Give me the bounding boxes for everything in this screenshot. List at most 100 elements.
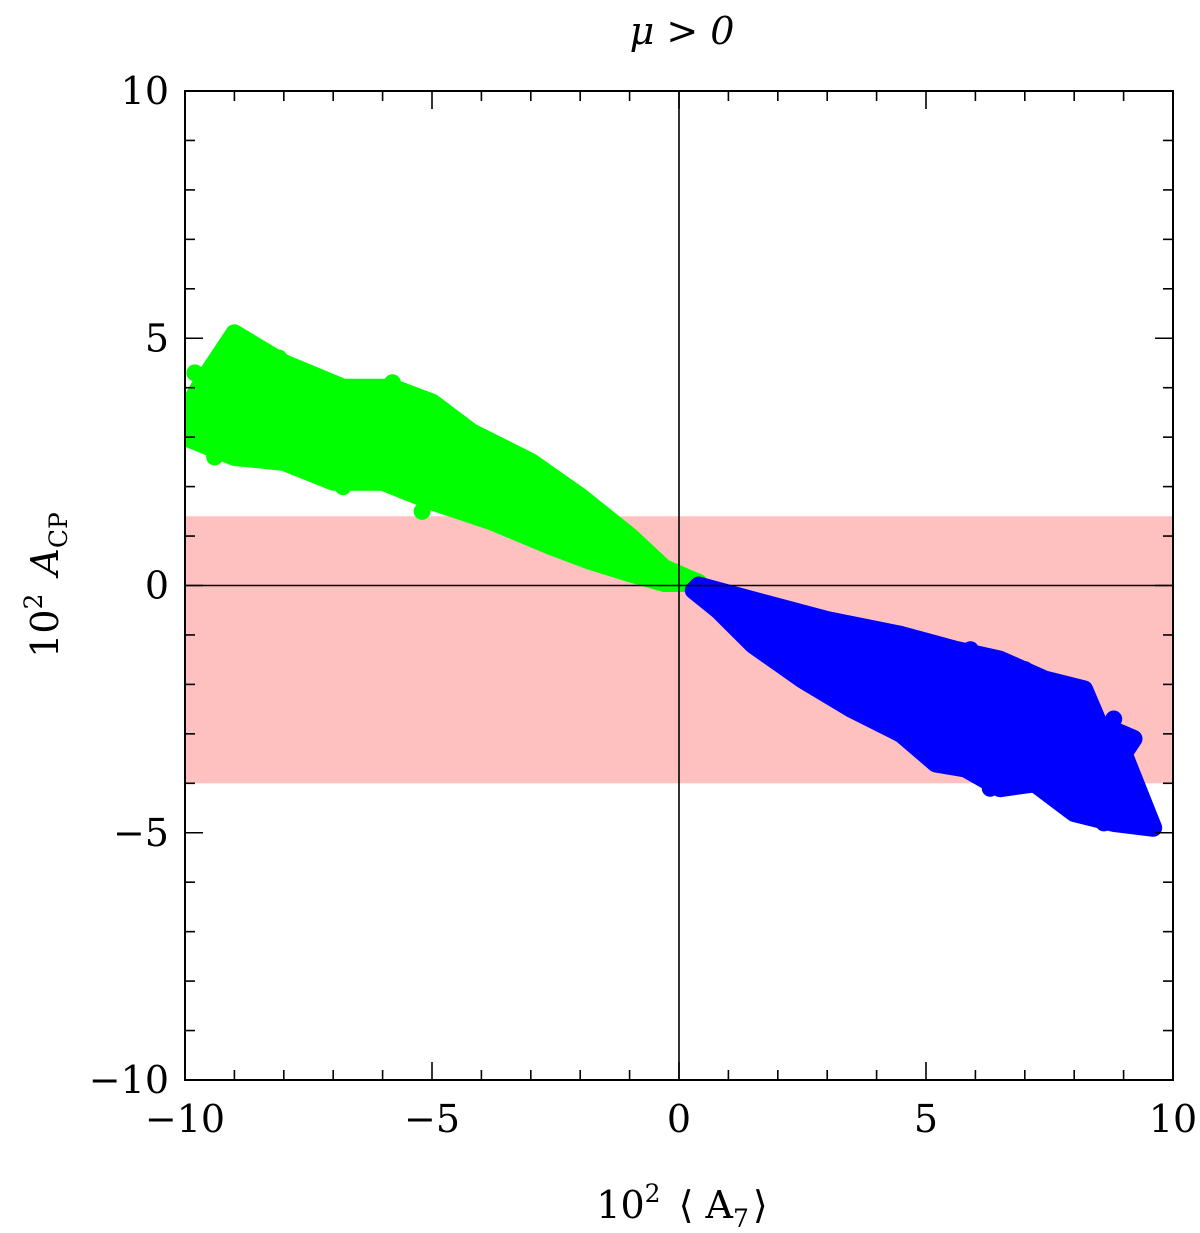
- green-series-point: [601, 537, 619, 555]
- green-series-point: [487, 512, 505, 530]
- y-tick-label: 10: [121, 69, 169, 113]
- y-axis-label: 102 ACP: [19, 512, 73, 658]
- green-series-point: [383, 433, 401, 451]
- blue-series-point: [927, 705, 945, 723]
- green-series-point: [275, 359, 293, 377]
- blue-series-point: [957, 685, 975, 703]
- blue-series-point: [1006, 695, 1024, 713]
- green-series-point: [512, 473, 530, 491]
- blue-series-point: [1124, 730, 1142, 748]
- green-series-point: [428, 408, 446, 426]
- blue-series-point: [932, 745, 950, 763]
- blue-series-point: [838, 670, 856, 688]
- green-series-point: [388, 389, 406, 407]
- blue-series-point: [1070, 764, 1088, 782]
- blue-series-point: [1115, 809, 1133, 827]
- blue-series-point: [971, 705, 989, 723]
- blue-series-point: [1011, 720, 1029, 738]
- blue-series-point: [961, 641, 979, 659]
- x-tick-label: 10: [1149, 1097, 1197, 1141]
- green-series-point: [472, 458, 490, 476]
- green-series-point: [571, 517, 589, 535]
- y-axis-label-exponent: 2: [19, 594, 48, 610]
- green-series-point: [532, 527, 550, 545]
- green-series-point: [398, 453, 416, 471]
- blue-series-point: [828, 636, 846, 654]
- tick-labels: −10 −5 0 5 10 −10 −5 0 5 10: [89, 69, 1197, 1141]
- blue-series-point: [991, 680, 1009, 698]
- green-series-point: [185, 403, 194, 421]
- green-series-point: [556, 487, 574, 505]
- blue-series-point: [1105, 710, 1123, 728]
- blue-series-point: [868, 641, 886, 659]
- blue-series-point: [1055, 784, 1073, 802]
- blue-series-point: [1021, 740, 1039, 758]
- blue-series-point: [1110, 735, 1128, 753]
- y-tick-label: −10: [89, 1058, 169, 1102]
- blue-series-point: [1144, 819, 1162, 837]
- green-series-point: [413, 502, 431, 520]
- green-series-point: [497, 492, 515, 510]
- green-series-point: [334, 478, 352, 496]
- green-series-point: [260, 408, 278, 426]
- x-axis-label-suffix: ⟩: [753, 1183, 768, 1227]
- blue-series-point: [947, 755, 965, 773]
- green-series-point: [309, 453, 327, 471]
- x-tick-label: −5: [404, 1097, 460, 1141]
- blue-series-point: [1085, 745, 1103, 763]
- green-series-point: [492, 468, 510, 486]
- green-series-point: [472, 507, 490, 525]
- green-series-point: [383, 374, 401, 392]
- blue-series-point: [1080, 794, 1098, 812]
- blue-series-point: [877, 695, 895, 713]
- blue-series-point: [858, 685, 876, 703]
- green-series-point: [379, 418, 397, 436]
- blue-series-point: [986, 750, 1004, 768]
- green-series-point: [354, 398, 372, 416]
- x-tick-label: 5: [914, 1097, 938, 1141]
- blue-series-point: [1100, 774, 1118, 792]
- green-series-point: [206, 448, 224, 466]
- green-series-point: [433, 438, 451, 456]
- green-series-point: [448, 478, 466, 496]
- green-series-point: [438, 463, 456, 481]
- blue-series-point: [907, 675, 925, 693]
- green-series-point: [502, 453, 520, 471]
- green-series-point: [364, 468, 382, 486]
- y-axis-label-body: A: [23, 548, 67, 578]
- green-series-point: [250, 364, 268, 382]
- green-series-point: [547, 537, 564, 555]
- blue-series-point: [1060, 750, 1078, 768]
- green-series-point: [220, 369, 238, 387]
- green-series-point: [522, 458, 540, 476]
- green-series-point: [522, 512, 540, 530]
- green-series-point: [551, 502, 569, 520]
- x-axis-label-prefix: 10: [596, 1183, 644, 1227]
- y-axis-label-subscript: CP: [44, 512, 73, 548]
- x-tick-label: −10: [145, 1097, 225, 1141]
- blue-series-point: [1016, 661, 1034, 679]
- blue-series-point: [818, 656, 836, 674]
- blue-series-point: [1001, 759, 1019, 777]
- x-axis-label: 102 ⟨ A7 ⟩: [596, 1179, 767, 1233]
- blue-series-point: [1016, 769, 1034, 787]
- x-axis-label-body: ⟨ A: [679, 1183, 734, 1227]
- blue-series-point: [1095, 814, 1113, 832]
- green-series-point: [547, 517, 564, 535]
- green-series-point: [423, 394, 441, 412]
- green-series-point: [527, 483, 545, 501]
- plot-area: [184, 90, 1174, 1081]
- blue-series-point: [897, 715, 915, 733]
- blue-series-point: [1041, 755, 1058, 773]
- x-tick-label: 0: [667, 1097, 691, 1141]
- chart-title: μ > 0: [630, 9, 735, 53]
- blue-series-point: [1026, 710, 1044, 728]
- y-tick-label: 5: [145, 316, 169, 360]
- green-series-point: [393, 403, 411, 421]
- blue-series-point: [1075, 680, 1093, 698]
- y-tick-label: 0: [145, 564, 169, 608]
- green-series-point: [458, 448, 476, 466]
- blue-series-point: [996, 735, 1014, 753]
- green-series-point: [235, 344, 253, 362]
